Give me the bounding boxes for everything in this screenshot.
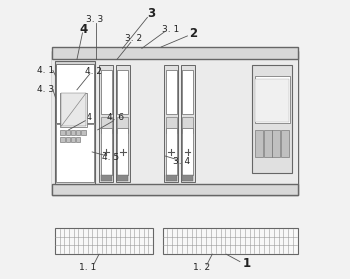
Bar — [55, 61, 95, 184]
Text: 4. 3: 4. 3 — [37, 85, 55, 94]
Bar — [181, 65, 195, 182]
Text: 4. 1: 4. 1 — [37, 66, 55, 75]
Text: 4. 2: 4. 2 — [85, 67, 102, 76]
Bar — [162, 228, 298, 254]
Bar — [52, 47, 298, 59]
Text: 2: 2 — [189, 27, 197, 40]
Text: 1. 1: 1. 1 — [79, 263, 97, 272]
Bar — [182, 70, 193, 114]
Bar — [182, 117, 193, 133]
Bar — [65, 137, 70, 142]
Bar — [52, 59, 298, 184]
Bar — [101, 175, 112, 181]
Bar — [76, 130, 80, 135]
Bar — [272, 130, 280, 157]
Text: 3. 3: 3. 3 — [86, 15, 104, 24]
Text: 4. 5: 4. 5 — [102, 153, 119, 162]
Bar — [101, 70, 112, 114]
Bar — [60, 130, 64, 135]
Bar — [71, 137, 75, 142]
Bar — [116, 65, 130, 182]
Text: 3. 4: 3. 4 — [173, 157, 190, 166]
Text: 1. 2: 1. 2 — [193, 263, 210, 272]
Bar — [60, 137, 64, 142]
Text: 1: 1 — [243, 257, 251, 270]
Bar — [99, 65, 113, 182]
Bar — [56, 124, 93, 182]
Bar — [52, 184, 298, 195]
Bar — [55, 228, 153, 254]
Bar — [81, 130, 85, 135]
Bar — [254, 76, 290, 123]
Bar — [117, 70, 128, 114]
Text: 4. 6: 4. 6 — [107, 114, 124, 122]
Bar — [255, 130, 263, 157]
Bar — [256, 79, 289, 122]
Bar — [101, 128, 112, 175]
Bar — [117, 128, 128, 175]
Bar — [71, 130, 75, 135]
Bar — [182, 128, 193, 175]
Bar — [61, 93, 86, 126]
Bar — [166, 175, 177, 181]
Text: 3. 1: 3. 1 — [162, 25, 180, 33]
Bar — [52, 51, 298, 195]
Text: 4: 4 — [80, 23, 88, 35]
Bar — [166, 128, 177, 175]
Bar — [117, 175, 128, 181]
Bar — [117, 117, 128, 133]
Text: 3: 3 — [147, 7, 156, 20]
Bar — [101, 117, 112, 133]
Text: 3. 2: 3. 2 — [125, 34, 142, 43]
Bar — [182, 175, 193, 181]
Bar — [166, 70, 177, 114]
Bar — [164, 65, 178, 182]
Bar — [60, 93, 86, 127]
Bar — [166, 117, 177, 133]
Bar — [252, 65, 292, 173]
Bar — [65, 130, 70, 135]
Bar — [281, 130, 289, 157]
Bar — [56, 64, 93, 123]
Text: 4. 4: 4. 4 — [75, 114, 92, 122]
Bar — [264, 130, 272, 157]
Bar — [76, 137, 80, 142]
